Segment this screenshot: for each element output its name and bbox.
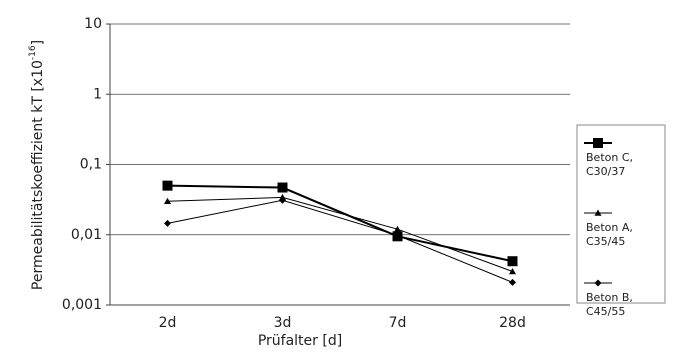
- series-line: [167, 199, 513, 283]
- legend-label: Beton A, C35/45: [586, 221, 633, 248]
- marker: [593, 138, 603, 148]
- y-axis-label: Permeabilitätskoeffizient kT [x10-16]: [28, 40, 47, 290]
- marker: [279, 196, 286, 204]
- marker: [509, 278, 516, 286]
- legend-label: Beton B, C45/55: [586, 291, 633, 318]
- y-label-exponent: -16: [28, 45, 38, 60]
- y-tick-label: 10: [84, 16, 102, 32]
- y-tick-label: 0,1: [80, 157, 102, 173]
- x-tick-label: 2d: [159, 315, 177, 331]
- y-tick-label: 1: [93, 86, 102, 102]
- y-tick-label: 0,001: [62, 297, 102, 313]
- legend-label: Beton C, C30/37: [586, 151, 634, 178]
- series-line: [167, 196, 513, 272]
- marker: [594, 279, 602, 287]
- x-tick-label: 3d: [274, 315, 292, 331]
- marker: [394, 225, 401, 232]
- marker: [594, 209, 602, 216]
- marker: [164, 219, 171, 227]
- y-label-end: ]: [30, 40, 46, 45]
- y-label-text: Permeabilitätskoeffizient kT [x10: [30, 60, 46, 290]
- marker: [162, 180, 173, 191]
- x-axis-label: Prüfalter [d]: [258, 333, 342, 349]
- marker: [277, 182, 288, 193]
- marker: [507, 256, 518, 267]
- y-tick-label: 0,01: [71, 227, 102, 243]
- legend-box: [576, 124, 666, 304]
- x-tick-label: 28d: [499, 315, 526, 331]
- marker: [509, 267, 516, 275]
- x-tick-label: 7d: [389, 315, 407, 331]
- marker: [164, 197, 171, 205]
- marker: [394, 231, 401, 239]
- series-line: [167, 184, 513, 263]
